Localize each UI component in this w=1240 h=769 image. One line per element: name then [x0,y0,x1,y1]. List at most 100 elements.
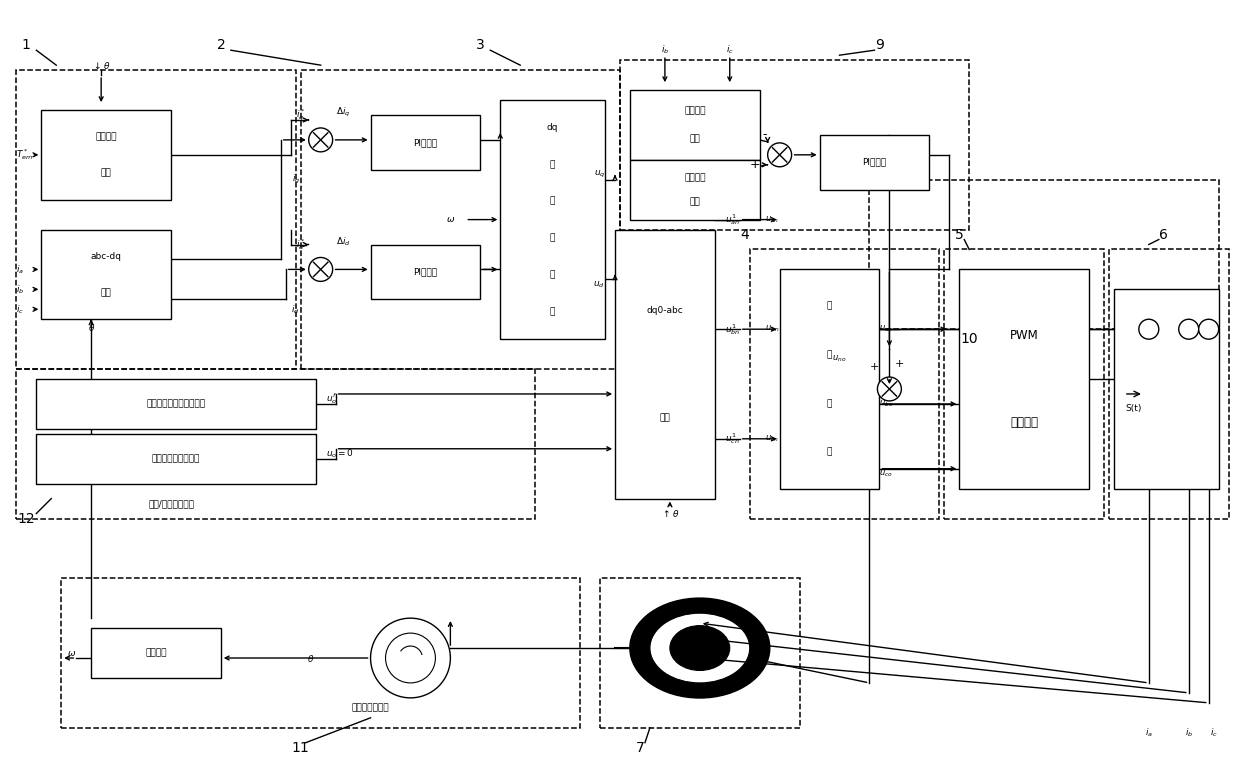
Bar [945,249,1104,518]
Text: $\uparrow\theta$: $\uparrow\theta$ [661,508,680,519]
Text: 2: 2 [217,38,226,52]
Text: 9: 9 [875,38,884,52]
Bar [16,70,295,369]
Text: $u_{no}$: $u_{no}$ [832,354,847,365]
Text: 变换: 变换 [100,288,112,297]
Text: $\omega$: $\omega$ [446,215,455,224]
Bar [371,115,480,170]
Text: $i_b$: $i_b$ [1184,727,1193,739]
Circle shape [371,618,450,697]
Text: $\Delta i_d$: $\Delta i_d$ [336,235,351,248]
Text: 7: 7 [636,741,645,754]
Text: $\downarrow\theta$: $\downarrow\theta$ [92,60,110,71]
Circle shape [768,143,791,167]
Text: $i_d^*$: $i_d^*$ [296,237,305,252]
Bar [615,230,714,498]
Text: $u_{an}$: $u_{an}$ [765,215,779,225]
Ellipse shape [630,598,770,697]
Text: $i_d$: $i_d$ [291,303,300,315]
Text: $i_a$: $i_a$ [16,263,25,275]
Text: PI控制器: PI控制器 [862,158,887,167]
Text: 变换: 变换 [660,414,671,422]
Text: PI控制器: PI控制器 [413,268,438,276]
Text: 6: 6 [1159,228,1168,241]
Bar [36,434,316,484]
Text: dq0-abc: dq0-abc [646,306,683,315]
Text: 压: 压 [551,234,556,242]
Bar [600,578,800,727]
Ellipse shape [650,613,750,683]
Text: $\Delta i_q$: $\Delta i_q$ [336,105,350,118]
Circle shape [309,258,332,281]
Text: PWM: PWM [1009,328,1038,341]
Text: $i_a$: $i_a$ [1145,727,1153,739]
Text: 正常/故障电压切换: 正常/故障电压切换 [148,499,193,508]
Text: +: + [749,158,760,171]
Text: 1: 1 [22,38,31,52]
Text: $i_b$: $i_b$ [661,44,670,56]
Bar [960,269,1089,488]
Bar [869,180,1219,329]
Bar [630,160,760,220]
Text: S(t): S(t) [1126,404,1142,414]
Text: $i_c$: $i_c$ [16,303,25,315]
Text: 转矩公式: 转矩公式 [95,132,117,141]
Bar [92,628,221,678]
Bar [36,379,316,429]
Text: 5: 5 [955,228,963,241]
Text: 转子位置传感器: 转子位置传感器 [352,704,389,712]
Bar [750,249,939,518]
Circle shape [1138,319,1159,339]
Circle shape [878,377,901,401]
Bar [630,90,760,160]
Text: 电: 电 [551,197,556,205]
Bar [371,245,480,299]
Text: PI控制器: PI控制器 [413,138,438,147]
Circle shape [1179,319,1199,339]
Bar [61,578,580,727]
Text: $\theta$: $\theta$ [308,653,315,664]
Bar [1114,289,1219,488]
Ellipse shape [670,626,730,671]
Text: 10: 10 [961,332,978,346]
Text: $i_b$: $i_b$ [16,283,25,295]
Text: $u_o=0$: $u_o=0$ [326,448,353,460]
Text: 4: 4 [740,228,749,241]
Bar [16,369,536,518]
Text: 压: 压 [827,350,832,359]
Text: -: - [763,128,766,141]
Text: $i_c$: $i_c$ [1210,727,1218,739]
Text: $i_q$: $i_q$ [291,173,300,186]
Text: $u_{cn}$: $u_{cn}$ [765,434,779,444]
Text: 断相后零轴前馈电压计算: 断相后零轴前馈电压计算 [146,399,206,408]
Text: 算: 算 [551,307,556,316]
Text: $u_{cn}^1$: $u_{cn}^1$ [724,431,739,446]
Text: 12: 12 [17,511,35,525]
Text: $u_o^f$: $u_o^f$ [326,391,337,406]
Text: 换: 换 [827,448,832,457]
Bar [41,230,171,319]
Text: $u_q$: $u_q$ [594,169,605,180]
Text: abc-dq: abc-dq [91,252,122,261]
Text: +: + [869,362,879,372]
Bar [301,70,620,369]
Bar [620,60,970,230]
Text: 11: 11 [291,741,310,754]
Text: 计: 计 [551,270,556,279]
Text: $\omega$: $\omega$ [67,648,76,657]
Text: $T_{em}^*$: $T_{em}^*$ [16,148,33,162]
Text: 信号生成: 信号生成 [1011,416,1038,429]
Text: 计算: 计算 [689,135,701,143]
Bar [820,135,929,190]
Text: +: + [894,359,904,369]
Text: dq: dq [547,123,558,132]
Text: $u_{bo}$: $u_{bo}$ [879,398,894,409]
Text: 中线电流: 中线电流 [684,173,706,182]
Text: $i_c$: $i_c$ [725,44,734,56]
Bar [780,269,879,488]
Text: 查表: 查表 [100,168,112,178]
Text: 变: 变 [827,399,832,408]
Text: 3: 3 [476,38,485,52]
Text: $u_{an}^1$: $u_{an}^1$ [724,212,740,227]
Text: $u_{ao}$: $u_{ao}$ [879,324,894,335]
